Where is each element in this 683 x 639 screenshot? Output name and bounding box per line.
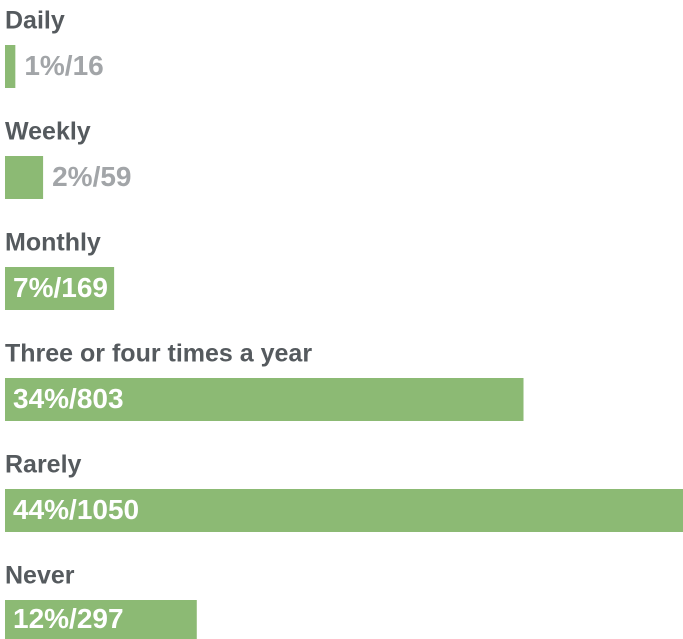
value-label: 2%/59 <box>52 161 131 192</box>
category-label: Rarely <box>5 451 82 479</box>
bar <box>5 489 683 532</box>
value-label: 34%/803 <box>13 383 124 414</box>
bar <box>5 156 44 199</box>
category-label: Never <box>5 562 75 590</box>
bar <box>5 267 115 310</box>
bar <box>5 45 16 88</box>
bar <box>5 600 197 639</box>
value-label: 7%/169 <box>13 272 108 303</box>
bar <box>5 378 524 421</box>
category-label: Daily <box>5 7 65 35</box>
category-label: Three or four times a year <box>5 340 312 368</box>
category-label: Monthly <box>5 229 101 257</box>
value-label: 44%/1050 <box>13 494 139 525</box>
value-label: 1%/16 <box>24 50 103 81</box>
category-label: Weekly <box>5 118 91 146</box>
value-label: 12%/297 <box>13 603 124 634</box>
